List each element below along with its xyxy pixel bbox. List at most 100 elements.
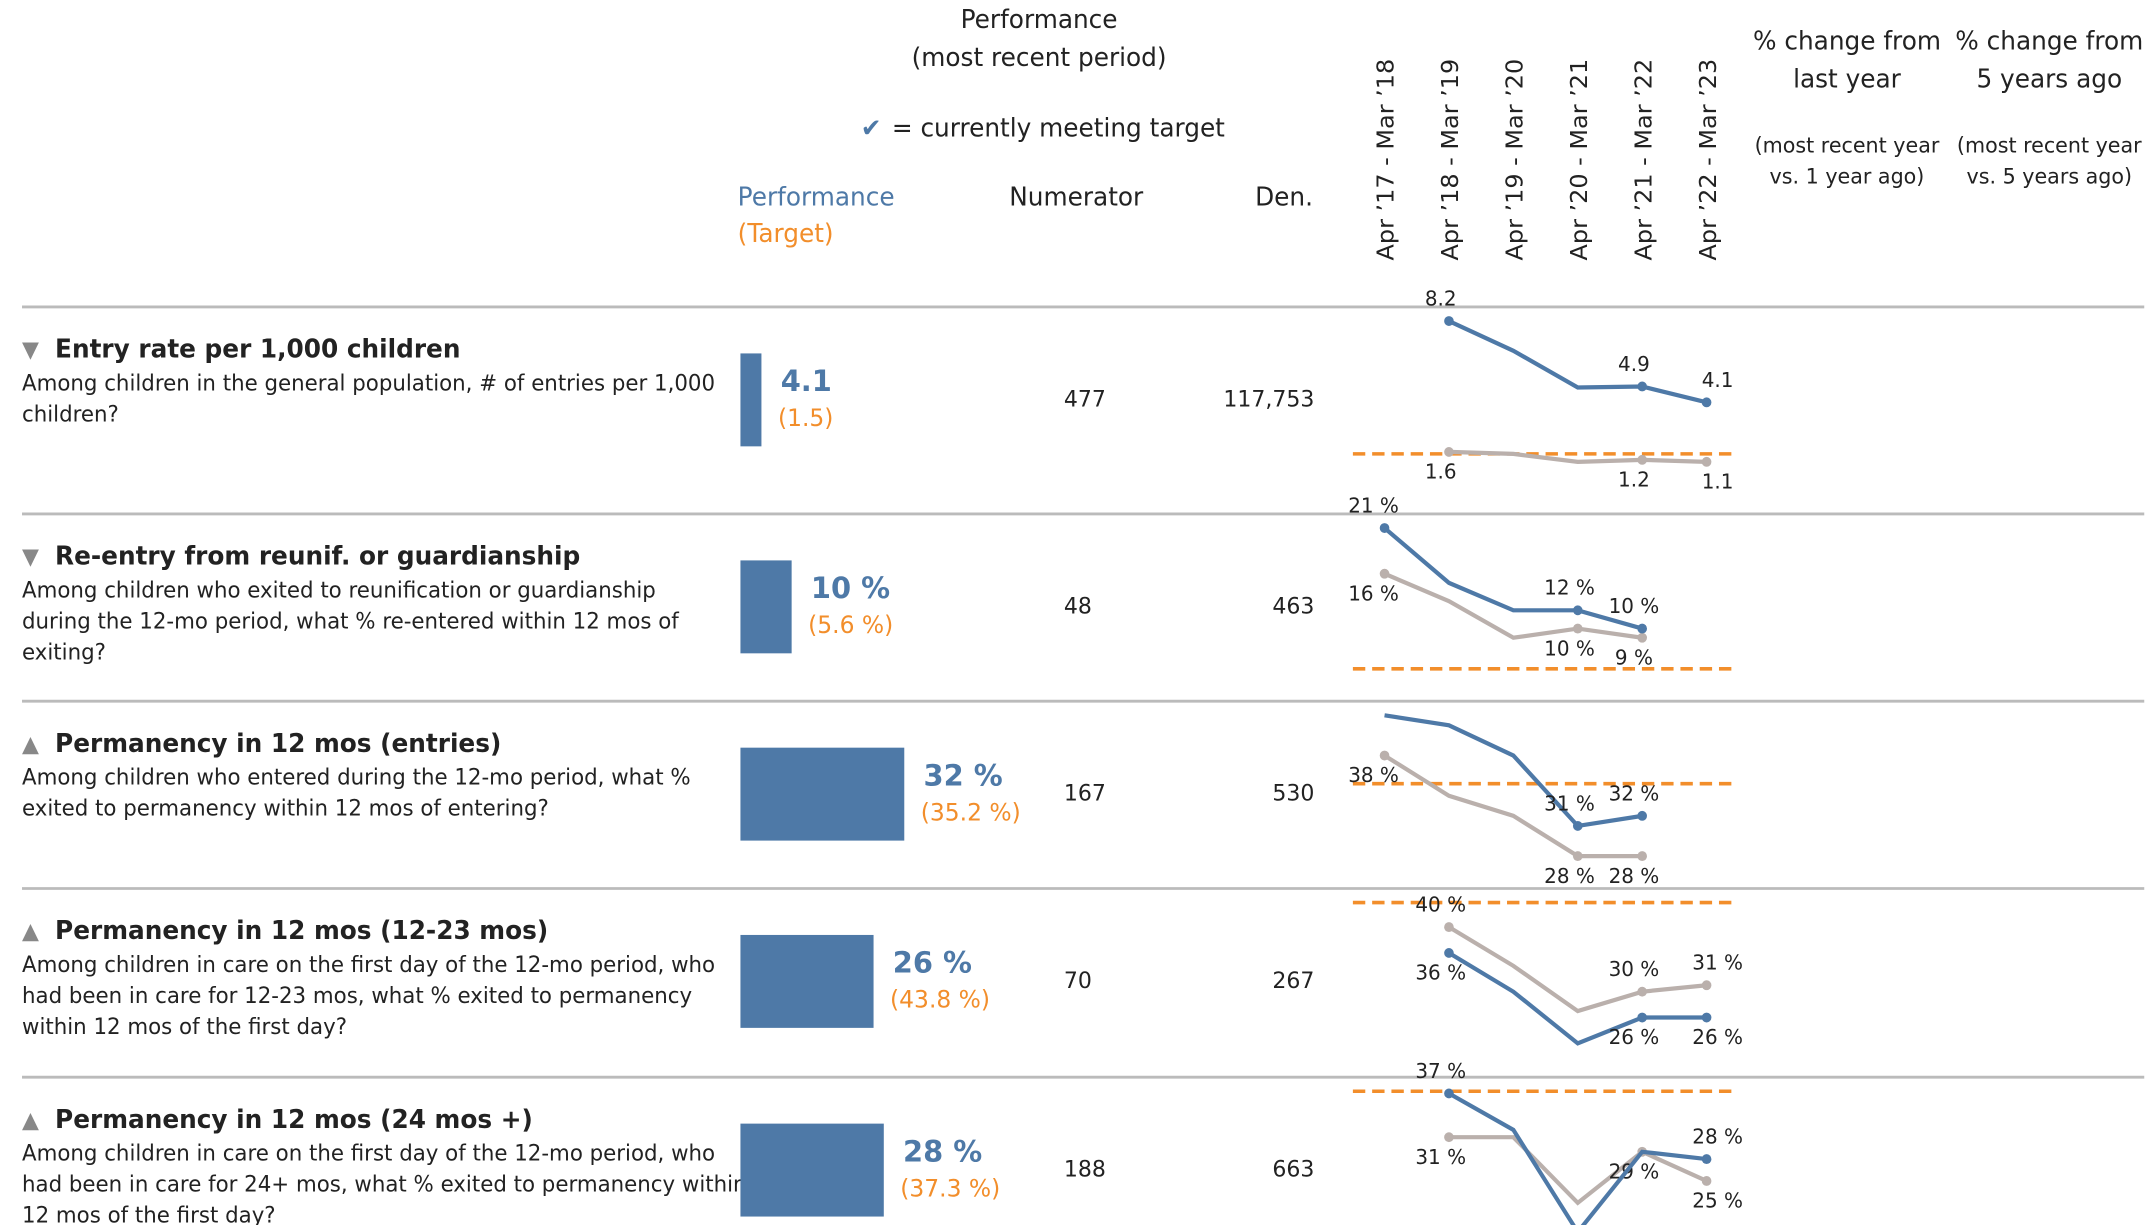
- column-header: Performance: [738, 182, 895, 211]
- measure-title: Re-entry from reunif. or guardianship: [55, 541, 580, 570]
- trend-label: 26 %: [1609, 1025, 1660, 1049]
- trend-point: [1444, 948, 1454, 958]
- trend-label: 28 %: [1609, 864, 1660, 888]
- period-label: Apr ’20 - Mar ’21: [1565, 59, 1593, 261]
- trend-line: [1448, 1135, 1708, 1206]
- trend-label: 9 %: [1615, 645, 1653, 669]
- trend-label: 25 %: [1692, 1188, 1743, 1212]
- performance-bar: [740, 747, 905, 841]
- direction-icon: ▲: [22, 731, 40, 757]
- trend-line: [1448, 319, 1708, 405]
- header-text: Performance: [961, 5, 1118, 34]
- column-note: vs. 5 years ago): [1967, 164, 2133, 188]
- numerator: 48: [1064, 593, 1092, 619]
- measure-title: Entry rate per 1,000 children: [55, 334, 460, 363]
- trend-label: 31 %: [1544, 791, 1595, 815]
- trend-point: [1701, 1012, 1712, 1023]
- column-note: (most recent year: [1957, 133, 2142, 157]
- column-header: 5 years ago: [1976, 64, 2122, 93]
- denominator: 117,753: [1223, 386, 1314, 412]
- numerator: 477: [1064, 386, 1106, 412]
- trend-line: [1383, 753, 1643, 859]
- trend-point: [1379, 750, 1390, 761]
- trend-point: [1637, 810, 1647, 821]
- period-label: Apr ’21 - Mar ’22: [1630, 59, 1658, 261]
- period-label: Apr ’19 - Mar ’20: [1501, 59, 1529, 261]
- target-value: (37.3 %): [900, 1174, 1000, 1202]
- measure-description: exiting?: [22, 640, 106, 665]
- trend-line: [1447, 1091, 1707, 1225]
- performance-value: 10 %: [811, 571, 890, 605]
- trend-point: [1701, 1176, 1712, 1186]
- denominator: 463: [1272, 593, 1314, 619]
- measure-description: Among children in care on the first day …: [22, 953, 715, 978]
- trend-label: 26 %: [1692, 1025, 1743, 1049]
- target-value: (1.5): [778, 404, 833, 432]
- trend-point: [1572, 851, 1583, 862]
- measure-description: had been in care for 24+ mos, what % exi…: [22, 1172, 747, 1197]
- trend-label: 31 %: [1692, 950, 1743, 974]
- trend-point: [1637, 851, 1647, 862]
- target-value: (35.2 %): [921, 798, 1021, 826]
- trend-label: 32 %: [1609, 781, 1660, 805]
- check-mark: ✔: [861, 113, 882, 142]
- trend-label: 30 %: [1609, 957, 1660, 981]
- header-text: = currently meeting target: [892, 113, 1225, 142]
- trend-label: 10 %: [1609, 594, 1660, 618]
- column-header: last year: [1793, 64, 1901, 93]
- column-header: (Target): [738, 219, 834, 248]
- trend-label: 38 %: [1348, 763, 1399, 787]
- trend-label: 28 %: [1544, 864, 1595, 888]
- period-label: Apr ’18 - Mar ’19: [1436, 59, 1464, 261]
- numerator: 167: [1064, 780, 1106, 806]
- trend-point: [1444, 1088, 1454, 1099]
- period-label: Apr ’17 - Mar ’18: [1372, 59, 1400, 261]
- trend-line: [1447, 925, 1707, 1014]
- trend-label: 10 %: [1544, 636, 1595, 660]
- trend-point: [1444, 316, 1454, 326]
- measure-description: within 12 mos of the first day?: [22, 1015, 347, 1040]
- measure-description: Among children in care on the first day …: [22, 1141, 715, 1166]
- trend-point: [1444, 1132, 1454, 1143]
- denominator: 267: [1272, 968, 1314, 994]
- measure-description: during the 12-mo period, what % re-enter…: [22, 609, 679, 634]
- trend-label: 1.6: [1425, 459, 1457, 483]
- column-header: Den.: [1255, 182, 1313, 211]
- measure-description: 12 mos of the first day?: [22, 1203, 276, 1225]
- direction-icon: ▼: [22, 544, 40, 570]
- trend-label: 21 %: [1348, 493, 1399, 517]
- performance-value: 28 %: [903, 1134, 982, 1168]
- trend-label: 12 %: [1544, 576, 1595, 600]
- target-value: (5.6 %): [808, 611, 893, 639]
- trend-point: [1701, 980, 1712, 991]
- trend-point: [1637, 986, 1647, 997]
- measure-description: children?: [22, 402, 119, 427]
- trend-label: 36 %: [1415, 960, 1466, 984]
- column-note: vs. 1 year ago): [1770, 164, 1925, 188]
- measure-description: had been in care for 12-23 mos, what % e…: [22, 984, 692, 1009]
- trend-point: [1701, 456, 1712, 467]
- trend-point: [1379, 568, 1390, 579]
- measure-title: Permanency in 12 mos (entries): [55, 729, 501, 758]
- period-label: Apr ’22 - Mar ’23: [1694, 59, 1722, 261]
- performance-bar: [740, 1123, 884, 1217]
- trend-label: 8.2: [1425, 286, 1457, 310]
- direction-icon: ▲: [22, 1107, 40, 1133]
- trend-line: [1383, 571, 1643, 640]
- trend-line: [1384, 713, 1643, 829]
- measure-title: Permanency in 12 mos (12-23 mos): [55, 916, 548, 945]
- trend-label: 37 %: [1415, 1059, 1466, 1083]
- trend-point: [1637, 381, 1647, 392]
- header-text: (most recent period): [912, 43, 1167, 72]
- trend-point: [1572, 820, 1583, 831]
- column-note: (most recent year: [1755, 133, 1940, 157]
- trend-label: 4.1: [1702, 368, 1734, 392]
- trend-point: [1572, 623, 1583, 634]
- trend-point: [1701, 1154, 1712, 1165]
- direction-icon: ▼: [22, 337, 40, 363]
- performance-bar: [740, 353, 762, 447]
- direction-icon: ▲: [22, 918, 40, 944]
- trend-point: [1637, 632, 1647, 643]
- trend-point: [1637, 454, 1647, 465]
